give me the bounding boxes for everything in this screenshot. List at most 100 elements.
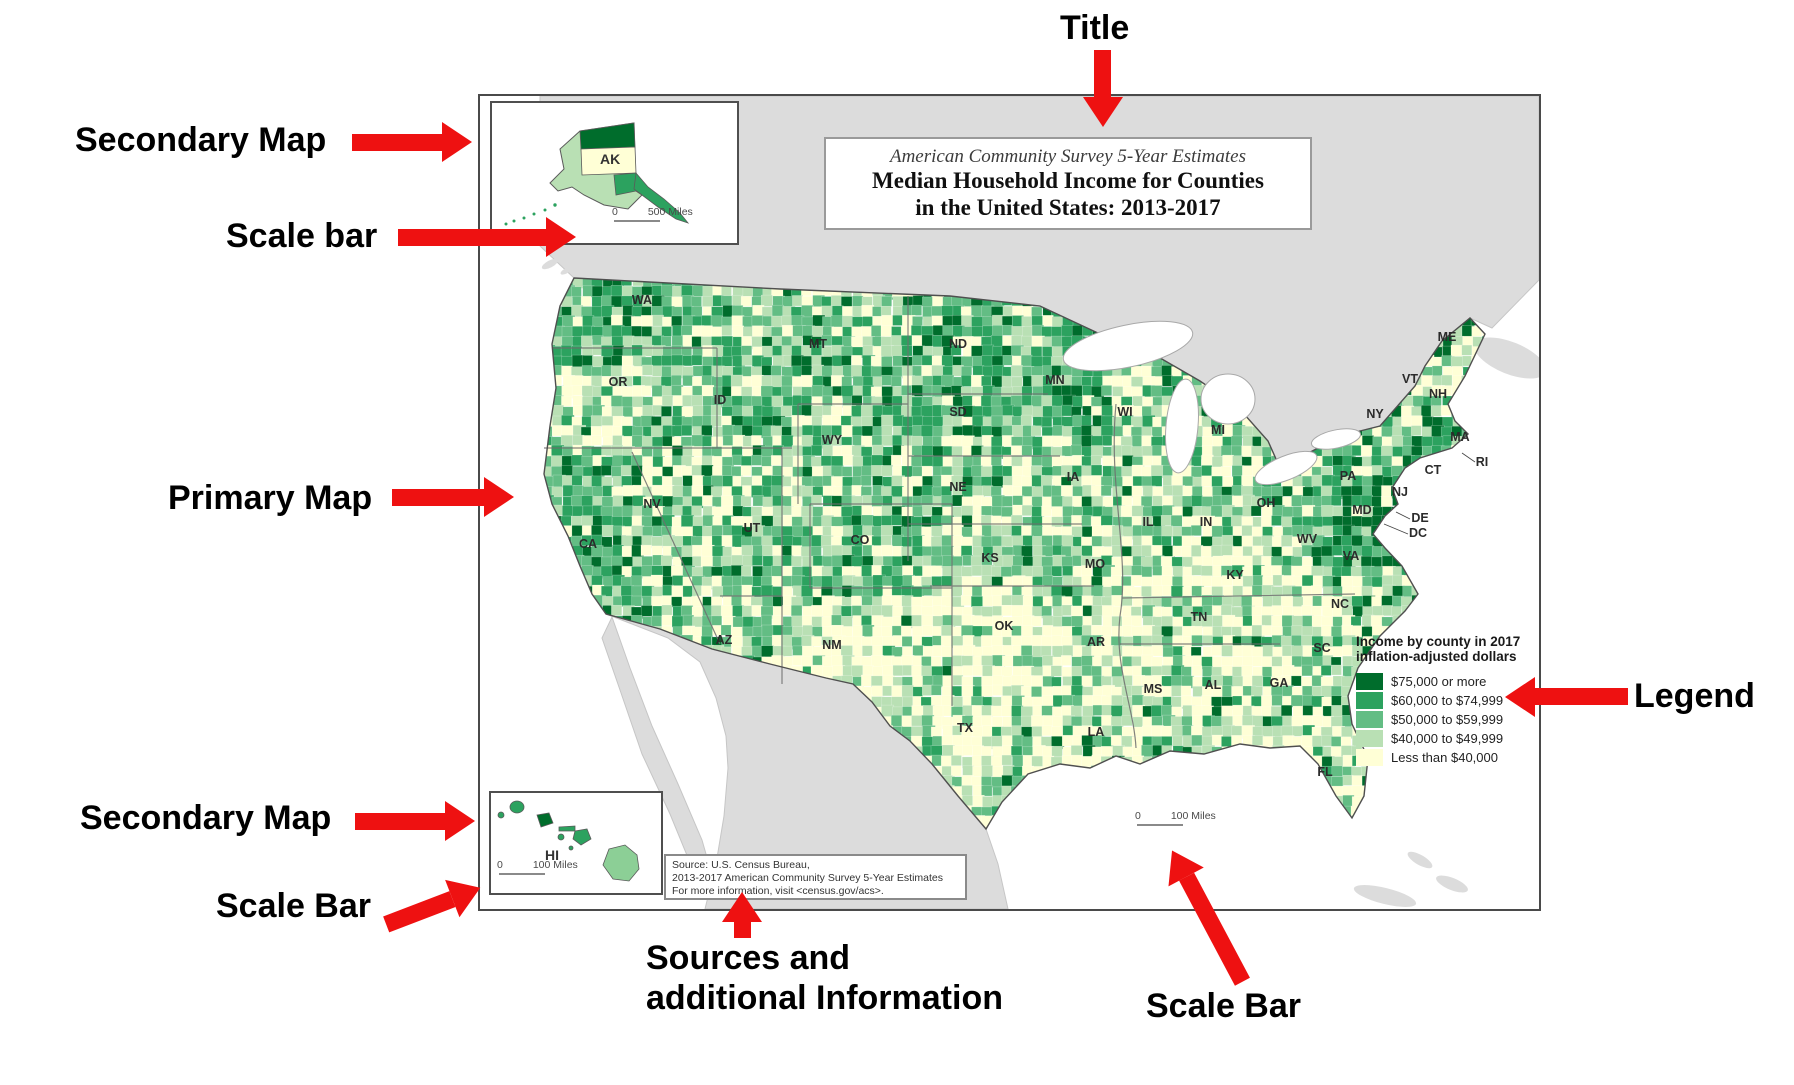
state-label-ne: NE: [949, 480, 966, 494]
map-title-line2: in the United States: 2013-2017: [915, 194, 1221, 220]
main-scale-start: 0: [1135, 810, 1141, 822]
state-label-co: CO: [851, 533, 870, 547]
state-label-nv: NV: [643, 497, 661, 511]
alaska-map: [504, 122, 690, 226]
hawaii-scale-start: 0: [497, 859, 503, 871]
state-label-oh: OH: [1257, 496, 1276, 510]
state-label-or: OR: [609, 375, 628, 389]
state-label-wv: WV: [1297, 532, 1318, 546]
state-label-tx: TX: [957, 721, 974, 735]
alaska-scale-bar: 0 500 Miles: [612, 206, 693, 222]
state-label-nd: ND: [949, 337, 967, 351]
state-label-vt: VT: [1402, 372, 1418, 386]
state-label-ky: KY: [1226, 568, 1244, 582]
great-lakes: [1062, 320, 1362, 486]
state-label-nj: NJ: [1392, 485, 1408, 499]
state-label-il: IL: [1142, 515, 1153, 529]
label-leader-lines: [1383, 452, 1476, 535]
state-label-id: ID: [714, 393, 727, 407]
map-title-box: American Community Survey 5-Year Estimat…: [824, 137, 1312, 230]
state-label-mn: MN: [1045, 373, 1064, 387]
state-label-ia: IA: [1067, 470, 1080, 484]
map-legend: Income by county in 2017 inflation-adjus…: [1356, 634, 1541, 767]
state-label-al: AL: [1205, 678, 1222, 692]
state-label-mi: MI: [1211, 423, 1225, 437]
legend-item: Less than $40,000: [1356, 748, 1541, 767]
state-label-sd: SD: [949, 405, 966, 419]
alaska-inset: AK 0 500 Miles: [490, 101, 739, 245]
state-label-wi: WI: [1117, 405, 1132, 419]
aleutian-islands: [504, 203, 557, 226]
state-label-ri: RI: [1476, 455, 1489, 469]
hawaii-map: [497, 800, 640, 882]
annotation-scale-bar-bottom-left-label: Scale Bar: [216, 887, 371, 925]
legend-item: $40,000 to $49,999: [1356, 729, 1541, 748]
legend-swatch: [1356, 730, 1383, 748]
source-line3: For more information, visit <census.gov/…: [672, 885, 884, 898]
state-label-ar: AR: [1087, 635, 1105, 649]
state-label-de: DE: [1411, 511, 1428, 525]
state-borders: [544, 296, 1356, 749]
map-subtitle: American Community Survey 5-Year Estimat…: [889, 146, 1247, 167]
annotation-legend-label: Legend: [1634, 677, 1755, 715]
state-label-ga: GA: [1270, 676, 1289, 690]
state-label-ny: NY: [1366, 407, 1384, 421]
state-label-ct: CT: [1425, 463, 1442, 477]
state-label-pa: PA: [1340, 469, 1356, 483]
census-map-figure: WA OR CA NV ID MT WY UT CO AZ NM ND SD NE KS OK TX MN IA MO…: [478, 94, 1541, 911]
state-label-ca: CA: [579, 537, 597, 551]
legend-item-label: Less than $40,000: [1391, 750, 1498, 766]
state-labels: WA OR CA NV ID MT WY UT CO AZ NM ND SD NE KS OK TX MN IA MO…: [579, 293, 1488, 779]
legend-item-label: $60,000 to $74,999: [1391, 693, 1504, 709]
annotation-sources-arrow: [722, 892, 762, 938]
nova-scotia-landmass: [1474, 337, 1539, 379]
annotation-sources-line1: Sources and: [646, 939, 851, 977]
coastal-island: [560, 267, 572, 275]
annotation-sources-label: Sources and additional Information: [646, 938, 1003, 1018]
alaska-scale-end: 500 Miles: [647, 206, 693, 218]
main-scale-line: [1137, 824, 1183, 826]
annotation-title-arrow: [1083, 50, 1123, 127]
state-label-in: IN: [1200, 515, 1213, 529]
state-label-ks: KS: [981, 551, 998, 565]
state-label-ok: OK: [995, 619, 1014, 633]
state-label-wy: WY: [822, 433, 843, 447]
hawaii-scale-bar: 0 100 Miles: [497, 859, 578, 875]
state-label-mt: MT: [809, 337, 827, 351]
alaska-panhandle: [633, 172, 690, 224]
annotation-scale-bar-top-arrow: [398, 217, 576, 257]
legend-item: $60,000 to $74,999: [1356, 691, 1541, 710]
legend-item-label: $50,000 to $59,999: [1391, 712, 1504, 728]
state-label-nm: NM: [822, 638, 841, 652]
annotation-title-label: Title: [1060, 9, 1130, 47]
state-label-nh: NH: [1429, 387, 1447, 401]
state-label-la: LA: [1088, 725, 1105, 739]
hawaii-inset: HI 0 100 Miles: [489, 791, 663, 895]
state-label-va: VA: [1343, 549, 1359, 563]
legend-swatch: [1356, 711, 1383, 729]
annotation-scale-bar-top-label: Scale bar: [226, 217, 378, 255]
legend-rows: $75,000 or more $60,000 to $74,999 $50,000…: [1356, 672, 1541, 767]
annotation-scale-bar-bottom-left-arrow: [379, 869, 488, 943]
annotation-secondary-map-bottom-arrow: [355, 801, 475, 841]
state-label-mo: MO: [1085, 557, 1105, 571]
annotation-primary-map-arrow: [392, 477, 514, 517]
alaska-south-region: [613, 172, 637, 196]
hawaii-scale-end: 100 Miles: [532, 859, 578, 871]
state-label-tn: TN: [1191, 610, 1208, 624]
legend-swatch: [1356, 673, 1383, 691]
state-label-az: AZ: [716, 633, 733, 647]
state-label-wa: WA: [632, 293, 652, 307]
annotation-primary-map-label: Primary Map: [168, 479, 373, 517]
legend-heading-line2: inflation-adjusted dollars: [1356, 649, 1517, 665]
legend-item-label: $40,000 to $49,999: [1391, 731, 1504, 747]
annotation-legend-arrow: [1505, 677, 1628, 717]
alaska-scale-start: 0: [612, 206, 618, 218]
state-label-me: ME: [1438, 330, 1457, 344]
legend-heading-line1: Income by county in 2017: [1356, 634, 1521, 649]
alaska-label: AK: [600, 151, 621, 167]
alaska-scale-line: [614, 220, 660, 222]
state-label-ma: MA: [1450, 430, 1469, 444]
hawaii-scale-line: [499, 873, 545, 875]
